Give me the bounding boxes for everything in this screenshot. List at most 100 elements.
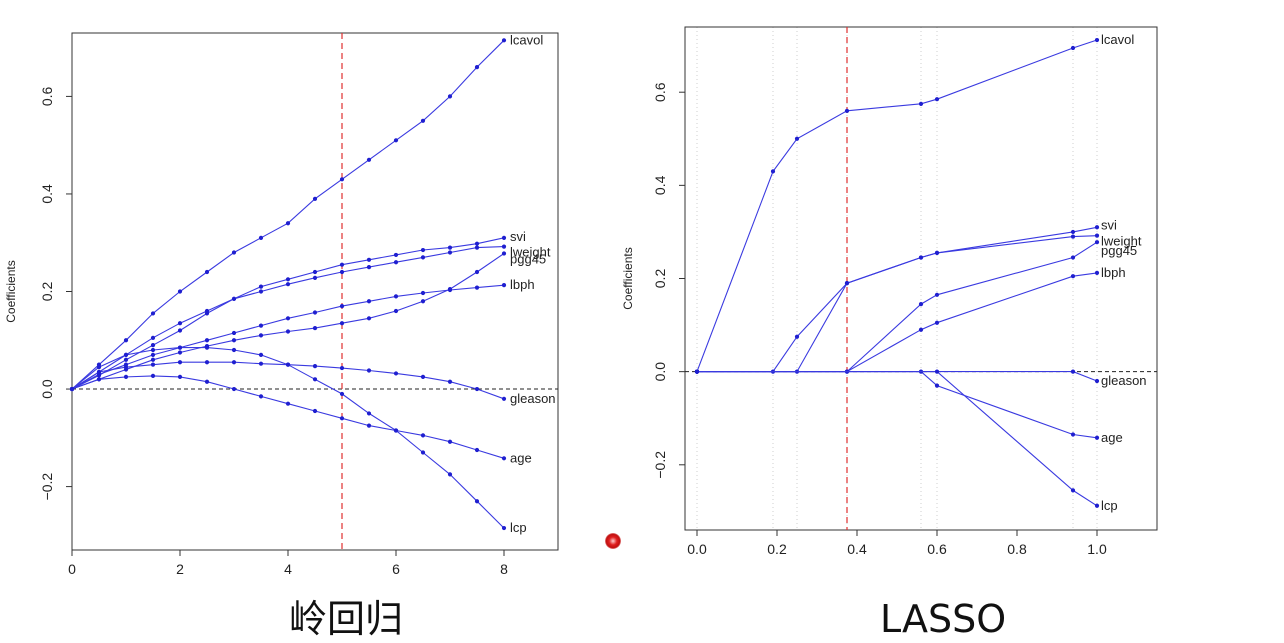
data-point-pgg45 [339,321,345,326]
series-label-gleason: gleason [1101,373,1147,388]
series-label-lcp: lcp [1101,498,1118,513]
data-point-lweight [312,275,318,280]
data-point-age [150,373,156,378]
data-point-lcp [258,352,264,358]
y-tick-label: 0.0 [652,362,668,382]
data-point-lcavol [258,235,264,240]
data-point-pgg45 [285,329,291,334]
data-point-svi [447,245,453,250]
data-point-svi [393,252,399,258]
data-point-lcp [96,364,102,370]
data-point-age [96,377,102,382]
data-point-lcavol [794,136,800,141]
data-point-lcavol [285,221,291,226]
data-point-svi [1094,225,1100,230]
data-point-age [123,374,129,379]
data-point-lcp [339,391,345,397]
series-line-lcavol [696,39,1098,372]
data-point-pgg45 [1070,255,1076,260]
data-point-lbph [393,294,399,299]
data-point-lcp [694,369,700,374]
data-point-lcp [231,347,237,353]
data-point-age [447,439,453,444]
series-line-lbph [71,284,505,390]
data-point-age [285,401,291,406]
y-tick-label: 0.0 [39,379,55,399]
data-point-lcavol [204,269,210,275]
series-line-pgg45 [71,253,505,390]
data-point-lcavol [918,101,924,106]
data-point-gleason [96,369,102,375]
data-point-age [934,383,940,388]
data-point-lbph [204,338,210,343]
data-point-gleason [231,360,237,365]
series-lcp: lcp [69,345,527,535]
lasso-caption: LASSO [880,597,1007,641]
data-point-svi [366,257,372,262]
data-point-lweight [844,281,850,286]
data-point-gleason [501,396,507,401]
data-point-gleason [339,365,345,371]
data-point-lcp [177,345,183,350]
data-point-lbph [501,283,507,288]
data-point-age [420,433,426,438]
series-age: age [69,373,532,465]
data-point-lcavol [420,118,426,123]
data-point-lweight [339,269,345,275]
series-label-lbph: lbph [1101,265,1126,280]
data-point-gleason [1094,378,1100,384]
data-point-age [1070,432,1076,437]
data-point-lweight [474,245,480,250]
series-line-age [71,375,505,459]
series-label-pgg45: pgg45 [510,251,546,266]
data-point-lcp [474,499,480,504]
y-tick-label: −0.2 [39,473,55,501]
data-point-lcavol [934,97,940,102]
data-point-lcp [447,472,453,477]
data-point-lweight [934,250,940,255]
data-point-lbph [285,316,291,321]
y-tick-label: 0.4 [39,184,55,204]
data-point-lcavol [1070,45,1076,51]
series-lcp: lcp [694,369,1118,513]
data-point-lcavol [123,338,129,343]
series-label-svi: svi [510,229,526,244]
data-point-pgg45 [258,333,264,338]
series-lcavol: lcavol [69,32,543,392]
series-label-lcavol: lcavol [1101,32,1134,47]
data-point-svi [123,357,129,362]
data-point-svi [339,262,345,267]
data-point-lbph [312,310,318,315]
data-point-lweight [231,296,237,301]
data-point-lcp [1094,503,1100,508]
series-line-gleason [697,371,1098,382]
data-point-svi [177,328,183,333]
series-lbph: lbph [69,277,535,392]
data-point-pgg45 [312,325,318,331]
x-tick-label: 1.0 [1087,541,1107,557]
y-tick-label: 0.6 [652,82,668,102]
data-point-lcavol [231,250,237,255]
data-point-lcp [934,369,940,374]
x-tick-label: 2 [176,561,184,577]
x-tick-label: 0.8 [1007,541,1027,557]
data-point-age [501,456,507,461]
data-point-lbph [1070,274,1076,279]
series-label-age: age [510,450,532,465]
data-point-age [258,394,264,399]
data-point-lcavol [501,38,507,43]
series-gleason: gleason [69,360,556,406]
data-point-age [339,416,345,421]
series-line-svi [697,226,1098,373]
data-point-age [177,374,183,379]
data-point-pgg45 [1094,240,1100,245]
data-point-gleason [204,360,210,365]
data-point-svi [285,277,291,282]
data-point-gleason [150,362,156,367]
y-axis-label: Coefficients [621,247,635,309]
data-point-svi [474,241,480,246]
series-line-lcavol [71,39,505,390]
series-line-lcp [697,371,1098,507]
series-lcavol: lcavol [694,32,1134,374]
series-lbph: lbph [694,265,1126,374]
